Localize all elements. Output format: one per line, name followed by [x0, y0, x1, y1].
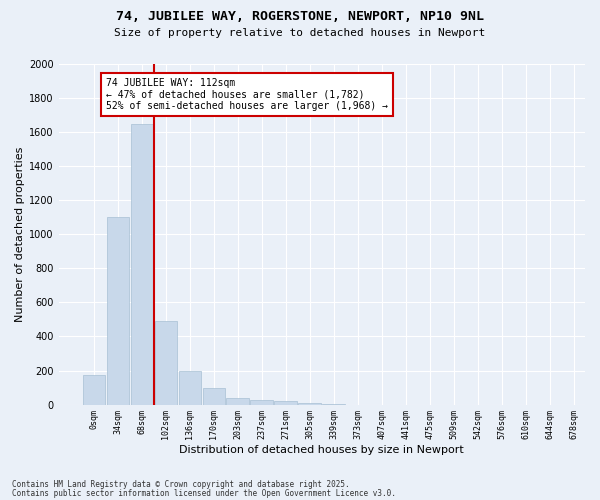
- Bar: [226, 398, 249, 404]
- Bar: [131, 124, 154, 404]
- Bar: [250, 400, 273, 404]
- Text: Contains public sector information licensed under the Open Government Licence v3: Contains public sector information licen…: [12, 488, 396, 498]
- Text: 74 JUBILEE WAY: 112sqm
← 47% of detached houses are smaller (1,782)
52% of semi-: 74 JUBILEE WAY: 112sqm ← 47% of detached…: [106, 78, 388, 111]
- Bar: [298, 403, 321, 404]
- Bar: [155, 321, 178, 404]
- Bar: [107, 218, 130, 404]
- Y-axis label: Number of detached properties: Number of detached properties: [15, 146, 25, 322]
- Bar: [274, 401, 297, 404]
- X-axis label: Distribution of detached houses by size in Newport: Distribution of detached houses by size …: [179, 445, 464, 455]
- Text: Size of property relative to detached houses in Newport: Size of property relative to detached ho…: [115, 28, 485, 38]
- Bar: [179, 370, 202, 404]
- Text: 74, JUBILEE WAY, ROGERSTONE, NEWPORT, NP10 9NL: 74, JUBILEE WAY, ROGERSTONE, NEWPORT, NP…: [116, 10, 484, 23]
- Bar: [83, 375, 106, 404]
- Text: Contains HM Land Registry data © Crown copyright and database right 2025.: Contains HM Land Registry data © Crown c…: [12, 480, 350, 489]
- Bar: [203, 388, 225, 404]
